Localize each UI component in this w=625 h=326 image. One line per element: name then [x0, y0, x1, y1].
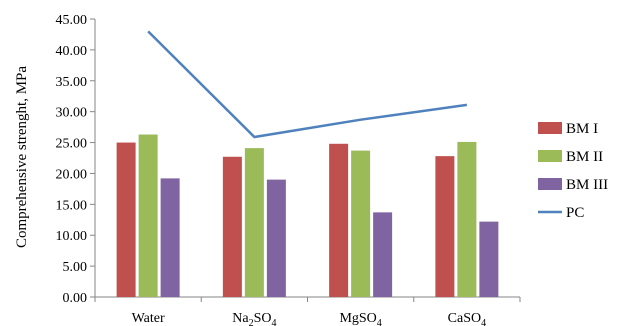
- bar-bm-ii: [351, 150, 371, 297]
- bar-bm-iii: [160, 178, 180, 297]
- plot-area: 0.00 5.00 10.00 15.00 20.00 25.00 30.00 35.00 40…: [56, 13, 521, 326]
- legend-swatch: [538, 150, 562, 162]
- bar-bm-i: [116, 142, 136, 297]
- y-tick-label: 5.00: [63, 260, 88, 275]
- y-tick-label: 45.00: [56, 13, 88, 28]
- legend-label: PC: [566, 205, 584, 221]
- y-tick-label: 30.00: [56, 106, 88, 121]
- bar-bm-i: [222, 156, 242, 297]
- legend-label: BM I: [566, 121, 598, 137]
- bar-bm-ii: [244, 148, 264, 297]
- x-tick-label: CaSO4: [448, 311, 486, 326]
- bar-bm-iii: [479, 221, 499, 297]
- bar-bm-i: [329, 143, 349, 297]
- legend-label: BM III: [566, 177, 608, 193]
- bar-bm-ii: [138, 134, 158, 297]
- legend: BM I BM II BM III PC: [538, 121, 608, 221]
- y-tick-label: 10.00: [56, 229, 88, 244]
- legend-swatch: [538, 178, 562, 190]
- y-tick-label: 20.00: [56, 167, 88, 182]
- bar-bm-ii: [457, 141, 477, 297]
- bar-bm-i: [435, 156, 455, 297]
- y-tick-label: 25.00: [56, 137, 88, 152]
- line-pc: [147, 30, 468, 139]
- bar-bm-iii: [266, 179, 286, 297]
- y-tick-label: 40.00: [56, 44, 88, 59]
- x-tick-label: MgSO4: [339, 311, 381, 326]
- legend-swatch: [538, 122, 562, 134]
- x-tick-label: Water: [132, 311, 165, 326]
- y-tick-label: 15.00: [56, 198, 88, 213]
- y-axis-title: Comprehensive strenght, MPa: [14, 66, 30, 248]
- y-tick-label: 0.00: [63, 291, 88, 306]
- legend-label: BM II: [566, 149, 603, 165]
- bar-bm-iii: [373, 212, 393, 297]
- y-tick-label: 35.00: [56, 75, 88, 90]
- x-tick-label: Na2SO4: [232, 311, 276, 326]
